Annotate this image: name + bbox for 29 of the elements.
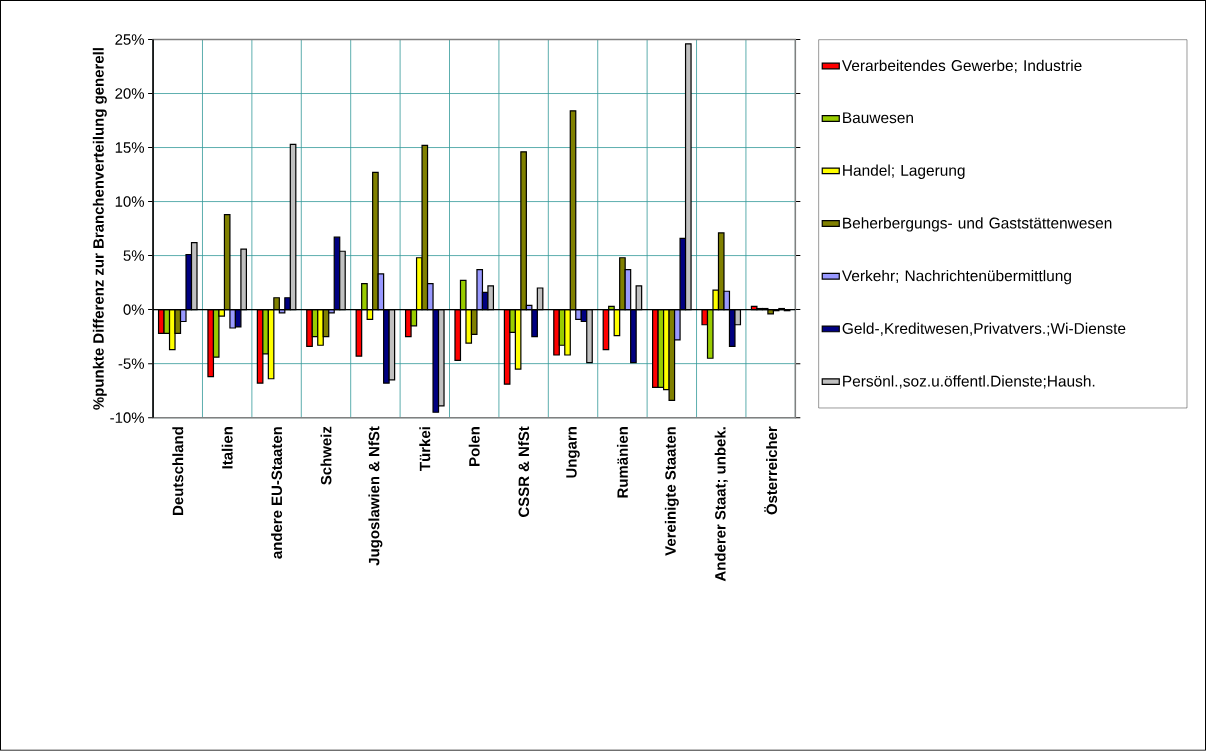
x-tick-label: Rumänien [616, 427, 628, 498]
legend-label: Persönl.,soz.u.öffentl.Dienste;Haush. [843, 375, 1095, 389]
x-tick-label: Polen [468, 427, 480, 466]
x-tick-label: Vereinigte Staaten [664, 427, 679, 556]
y-tick-label: 10% [115, 196, 145, 207]
x-tick-label: Türkei [419, 427, 431, 471]
y-tick-label: 20% [115, 88, 145, 99]
legend-label: Bauwesen [843, 112, 913, 124]
y-tick-label: 15% [115, 142, 145, 153]
y-tick-label: 5% [123, 250, 145, 261]
x-tick-label: Ungarn [566, 427, 580, 478]
x-tick-label: Schweiz [320, 426, 332, 485]
y-tick-label: 25% [115, 34, 145, 45]
x-tick-label: Anderer Staat; unbek. [714, 427, 728, 582]
x-tick-label: Italien [221, 427, 233, 469]
legend-label: Beherbergungs- und Gaststättenwesen [843, 217, 1112, 232]
y-axis-title: %punkte Differenz zur Branchenverteilung generell [92, 48, 107, 410]
x-tick-label: Jugoslawien & NfSt [368, 426, 383, 566]
x-tick-label: Deutschland [172, 427, 184, 515]
y-tick-label: 0% [123, 304, 145, 315]
legend-label: Handel; Lagerung [843, 164, 965, 180]
legend-label: Verarbeitendes Gewerbe; Industrie [841, 59, 1082, 73]
y-tick-label: -10% [110, 412, 145, 424]
x-tick-label: Österreicher [764, 426, 778, 515]
x-tick-label: andere EU-Staaten [271, 427, 283, 559]
legend-label: Verkehr; Nachrichtenübermittlung [841, 270, 1071, 285]
legend-label: Geld-,Kreditwesen,Privatvers.;Wi-Dienste [842, 322, 1126, 336]
x-tick-label: CSSR & NfSt [518, 426, 530, 518]
y-tick-label: -5% [118, 358, 145, 369]
